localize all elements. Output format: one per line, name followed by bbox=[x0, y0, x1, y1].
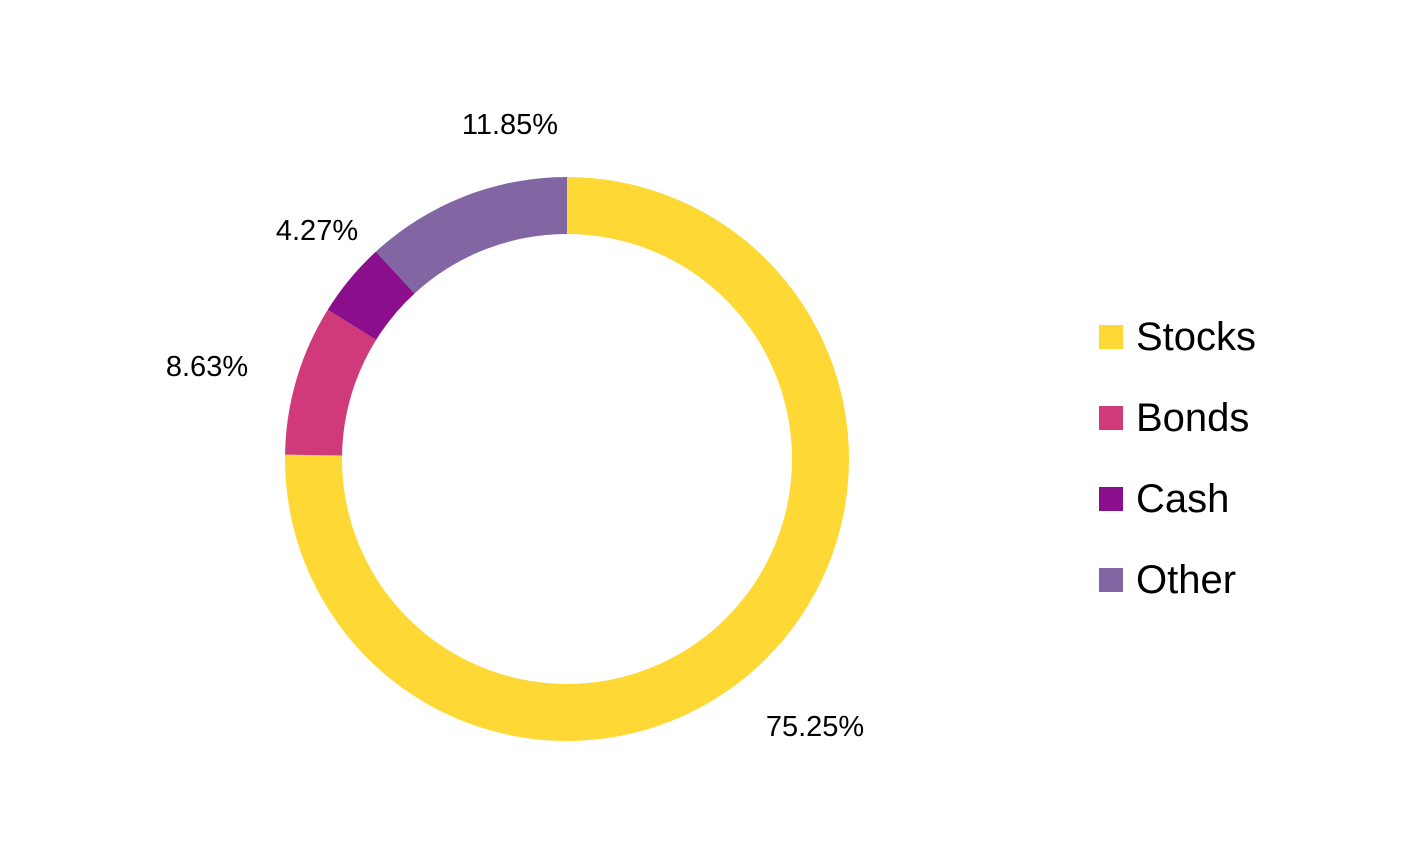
slice-other bbox=[375, 177, 567, 294]
legend-swatch-other bbox=[1099, 568, 1123, 592]
slice-cash bbox=[327, 251, 415, 340]
legend-label-cash: Cash bbox=[1136, 477, 1229, 521]
data-label-cash: 4.27% bbox=[276, 215, 358, 247]
legend-item-cash: Cash bbox=[1099, 477, 1229, 521]
legend-swatch-stocks bbox=[1099, 325, 1123, 349]
legend-item-stocks: Stocks bbox=[1099, 315, 1256, 359]
legend-label-bonds: Bonds bbox=[1136, 396, 1249, 440]
legend: Stocks Bonds Cash Other bbox=[1099, 315, 1256, 602]
data-label-stocks: 75.25% bbox=[766, 711, 864, 743]
legend-label-other: Other bbox=[1136, 558, 1236, 602]
legend-label-stocks: Stocks bbox=[1136, 315, 1256, 359]
donut-slices bbox=[285, 177, 849, 742]
data-labels: 75.25% 8.63% 4.27% 11.85% bbox=[166, 109, 864, 743]
slice-bonds bbox=[285, 309, 377, 456]
data-label-bonds: 8.63% bbox=[166, 351, 248, 383]
legend-item-other: Other bbox=[1099, 558, 1236, 602]
legend-swatch-bonds bbox=[1099, 406, 1123, 430]
legend-item-bonds: Bonds bbox=[1099, 396, 1249, 440]
data-label-other: 11.85% bbox=[462, 109, 558, 141]
legend-swatch-cash bbox=[1099, 487, 1123, 511]
